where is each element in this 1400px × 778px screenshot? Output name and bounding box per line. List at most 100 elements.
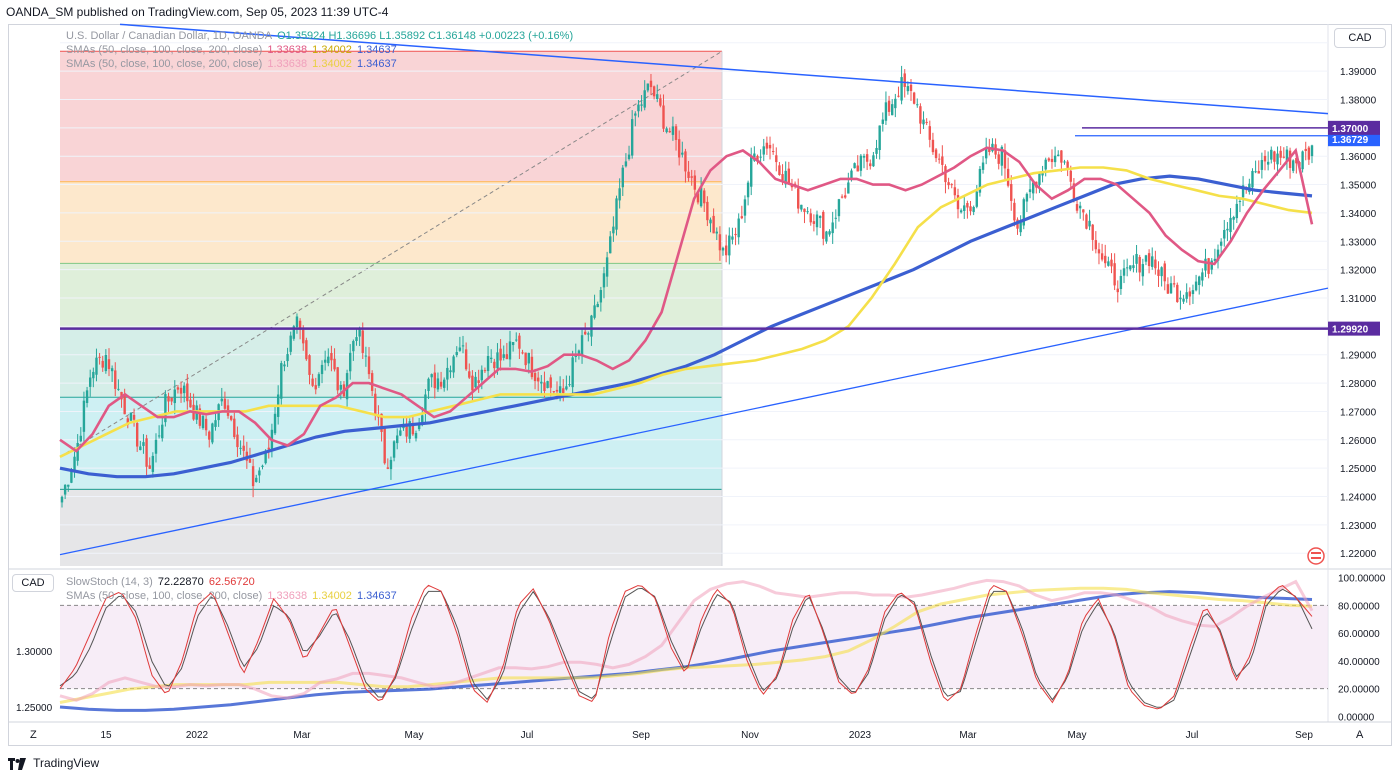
candle-body <box>493 361 496 369</box>
candle <box>859 153 863 177</box>
candle <box>659 94 662 108</box>
candle <box>201 414 205 430</box>
candle-body <box>856 165 859 172</box>
candle-body <box>540 381 543 384</box>
candle <box>1201 268 1204 287</box>
price-tick-1: 1.23000 <box>1340 521 1377 532</box>
candle <box>502 345 505 361</box>
candle-body <box>179 387 183 394</box>
symbol-name: U.S. Dollar / Canadian Dollar, 1D, OANDA <box>66 30 273 42</box>
candle <box>1129 265 1132 272</box>
candle <box>182 382 186 403</box>
candle-body <box>298 320 302 329</box>
price-tick-17: 1.39000 <box>1340 67 1377 78</box>
footer-brand: TradingView <box>8 752 99 774</box>
candle-body <box>142 442 145 446</box>
candle <box>972 205 975 216</box>
candle <box>399 427 402 437</box>
candle-body <box>677 139 681 158</box>
price-axis[interactable]: 1.22000 1.23000 1.24000 1.25000 1.26000 1.270… <box>1307 39 1380 565</box>
candle <box>1091 223 1094 251</box>
candle-body <box>408 421 411 439</box>
candle-body <box>652 86 656 97</box>
lower-sma-label: SMAs (50, close, 100, close, 200, close) <box>66 590 263 602</box>
candle <box>872 151 875 167</box>
scale-left-button[interactable]: Z <box>30 729 37 741</box>
candle <box>997 151 1000 170</box>
scale-auto-button[interactable]: A <box>1356 729 1364 741</box>
candle-body <box>436 378 440 390</box>
candle <box>1310 144 1314 164</box>
candle <box>73 451 76 478</box>
candle-body <box>405 423 408 437</box>
sma50-value-2: 1.33638 <box>267 58 308 70</box>
candle-body <box>139 446 142 451</box>
candle <box>903 69 906 98</box>
candle-body <box>1104 255 1107 264</box>
candle-body <box>486 355 490 372</box>
candle-body <box>1276 153 1279 165</box>
candle-body <box>107 359 111 370</box>
candle-body <box>1301 151 1304 170</box>
candle <box>950 183 953 189</box>
slowstoch-pane[interactable]: 0.00000 20.00000 40.00000 60.00000 80.00000 1… <box>16 574 1386 724</box>
candle <box>189 392 192 408</box>
currency-button[interactable]: CAD <box>1334 28 1386 48</box>
price-tick-9: 1.31000 <box>1340 294 1377 305</box>
candle <box>618 178 621 209</box>
candle <box>1288 147 1292 179</box>
candle-body <box>1295 157 1298 164</box>
candle <box>79 427 82 443</box>
candle-body <box>1147 253 1151 267</box>
candle-body <box>878 125 881 151</box>
candle <box>668 127 671 133</box>
candle-body <box>668 131 671 133</box>
candle <box>853 162 856 169</box>
candle <box>1132 255 1135 273</box>
candle <box>117 379 120 391</box>
candle <box>383 425 386 465</box>
candle <box>634 111 637 127</box>
candle <box>1003 143 1007 180</box>
candle-body <box>261 465 264 467</box>
candle-body <box>966 203 969 208</box>
candle <box>615 195 618 236</box>
candle-body <box>1138 256 1141 273</box>
candle <box>649 73 653 96</box>
fibonacci-retracement[interactable] <box>59 50 723 566</box>
candle-body <box>114 370 117 389</box>
candle-body <box>712 215 715 234</box>
candle-body <box>392 441 396 458</box>
candle <box>900 65 903 105</box>
candle-body <box>327 356 330 364</box>
candle-body <box>273 413 277 434</box>
candle <box>311 373 314 388</box>
candle <box>92 367 95 388</box>
candle-body <box>944 166 947 183</box>
trend-drawings[interactable] <box>59 23 1329 556</box>
candle <box>643 80 646 111</box>
candle-body <box>67 484 70 487</box>
candle-body <box>483 370 487 372</box>
candle <box>715 227 718 241</box>
descending-trendline <box>119 23 1329 115</box>
candle-body <box>518 335 521 349</box>
candle <box>424 389 427 423</box>
candle-body <box>1003 150 1007 169</box>
lower-currency-button[interactable]: CAD <box>12 574 54 592</box>
candle-body <box>1013 202 1016 221</box>
candle <box>236 426 239 457</box>
candle <box>1304 141 1307 161</box>
ascending-trendline <box>59 287 1329 556</box>
candle <box>1260 152 1264 179</box>
time-tick-6: Nov <box>741 730 759 741</box>
candle-body <box>646 83 650 91</box>
candle <box>991 138 994 153</box>
time-axis[interactable]: 15 2022 Mar May Jul Sep Nov 2023 Mar May Jul Sep <box>100 730 1313 741</box>
candle-body <box>214 420 217 427</box>
candle-body <box>1263 155 1267 162</box>
candle-body <box>173 389 176 404</box>
candle <box>305 337 308 361</box>
candle <box>978 166 982 197</box>
